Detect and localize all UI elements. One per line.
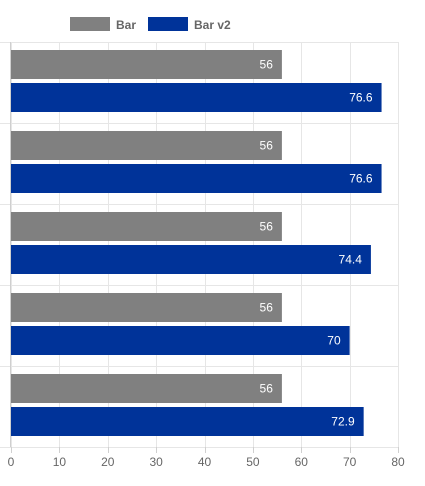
bar-series-1[interactable]: [11, 212, 282, 241]
legend: Bar Bar v2: [70, 17, 231, 32]
bar-series-1[interactable]: [11, 374, 282, 403]
x-tick-label: 40: [198, 455, 212, 469]
legend-swatch[interactable]: [148, 17, 188, 31]
x-tick-label: 20: [101, 455, 115, 469]
data-label: 74.4: [339, 253, 363, 267]
data-label: 56: [260, 58, 274, 72]
x-tick-label: 70: [343, 455, 357, 469]
legend-label[interactable]: Bar: [116, 18, 136, 32]
legend-label[interactable]: Bar v2: [194, 18, 231, 32]
bar-series-2[interactable]: [11, 83, 382, 112]
data-label: 70: [327, 334, 341, 348]
data-labels: 56 76.6 56 76.6 56 74.4 56 70 56 72.9: [260, 58, 373, 429]
bar-series-2[interactable]: [11, 164, 382, 193]
data-label: 76.6: [349, 172, 373, 186]
x-tick-label: 30: [149, 455, 163, 469]
bar-series-2[interactable]: [11, 326, 350, 355]
legend-swatch[interactable]: [70, 17, 110, 31]
bars: [11, 50, 382, 436]
data-label: 56: [260, 220, 274, 234]
bar-series-2[interactable]: [11, 245, 371, 274]
x-tick-label: 10: [53, 455, 67, 469]
bar-series-1[interactable]: [11, 50, 282, 79]
data-label: 56: [260, 139, 274, 153]
x-axis: 0 10 20 30 40 50 60 70 80: [8, 447, 405, 469]
x-tick-label: 80: [391, 455, 405, 469]
x-tick-label: 60: [295, 455, 309, 469]
data-label: 72.9: [331, 415, 355, 429]
bar-series-1[interactable]: [11, 293, 282, 322]
data-label: 76.6: [349, 91, 373, 105]
bar-series-2[interactable]: [11, 407, 364, 436]
bar-series-1[interactable]: [11, 131, 282, 160]
data-label: 56: [260, 301, 274, 315]
x-tick-label: 50: [246, 455, 260, 469]
x-tick-label: 0: [8, 455, 15, 469]
data-label: 56: [260, 382, 274, 396]
